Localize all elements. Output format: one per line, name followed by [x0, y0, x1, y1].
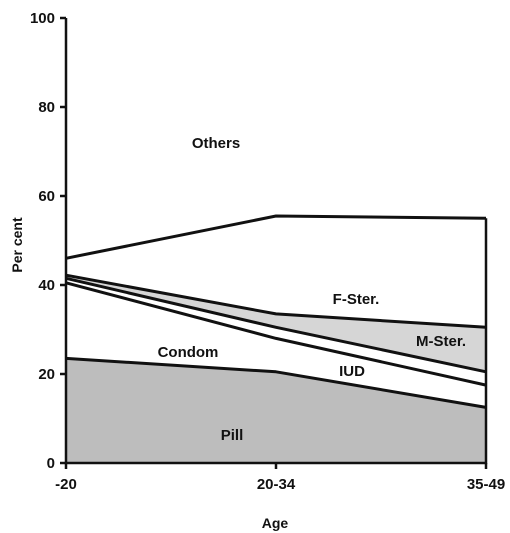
band-pill	[66, 358, 486, 463]
label-pill: Pill	[221, 427, 244, 444]
y-tick-label: 100	[30, 10, 55, 27]
y-ticks: 0 20 40 60 80 100	[30, 10, 66, 472]
label-m-ster: M-Ster.	[416, 333, 466, 350]
label-others: Others	[192, 135, 240, 152]
boundary-m-ster	[65, 273, 487, 329]
x-ticks: -20 20-34 35-49	[55, 463, 505, 493]
band-m-ster	[66, 275, 486, 372]
y-tick-label: 20	[38, 366, 55, 383]
x-tick-label: -20	[55, 476, 77, 493]
label-f-ster: F-Ster.	[333, 291, 380, 308]
band-condom	[66, 282, 486, 408]
y-tick-label: 60	[38, 188, 55, 205]
band-iud	[66, 278, 486, 386]
y-tick-label: 80	[38, 99, 55, 116]
band-f-ster	[66, 216, 486, 328]
x-tick-label: 35-49	[467, 476, 505, 493]
boundary-iud	[65, 276, 487, 374]
y-tick-label: 40	[38, 277, 55, 294]
band-boundaries	[65, 214, 487, 409]
label-iud: IUD	[339, 363, 365, 380]
band-others	[66, 18, 486, 259]
x-tick-label: 20-34	[257, 476, 296, 493]
boundary-f-ster	[65, 214, 487, 260]
band-labels: Pill Condom IUD M-Ster. F-Ster. Others	[158, 135, 466, 444]
boundary-condom	[65, 281, 487, 387]
boundary-pill	[65, 356, 487, 409]
y-axis-title: Per cent	[9, 217, 25, 273]
y-tick-label: 0	[47, 455, 55, 472]
area-bands	[66, 18, 486, 463]
x-axis-title: Age	[262, 515, 289, 531]
label-condom: Condom	[158, 344, 219, 361]
